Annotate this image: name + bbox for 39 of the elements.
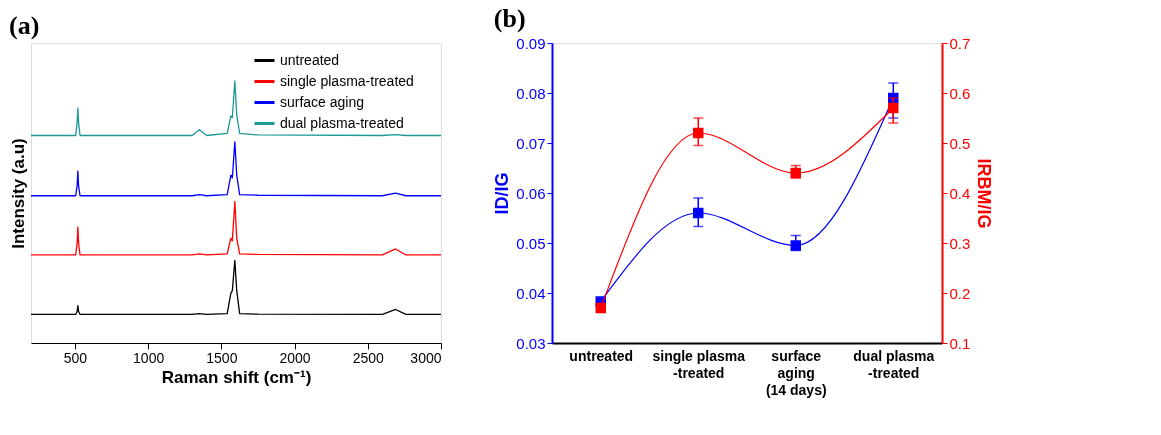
x-tick-label: 1000 (133, 349, 165, 366)
point (595, 302, 606, 314)
x-tick-label: surface aging (14 days) (765, 347, 827, 398)
x-tick-label: 2000 (279, 349, 311, 366)
point (693, 127, 704, 139)
y2-tick-label: 0.2 (949, 284, 971, 302)
point (790, 240, 801, 251)
y-tick-label: 0.07 (516, 134, 546, 152)
y-tick-label: 0.03 (516, 334, 546, 352)
y-tick-label: 0.06 (516, 184, 546, 202)
x-tick-label: 500 (63, 349, 88, 366)
y-tick-label: 0.05 (516, 234, 546, 252)
chart-title: (a) (9, 11, 40, 40)
y2-tick-label: 0.6 (949, 84, 971, 102)
legend-label: untreated (280, 51, 340, 68)
x-tick-label: 2500 (352, 349, 385, 366)
y2-tick-label: 0.7 (949, 34, 971, 52)
x-tick-label: 1500 (206, 349, 238, 366)
y2-axis-title: IRBM/IG (974, 158, 995, 229)
legend-label: surface aging (280, 93, 365, 110)
x-tick-label: 3000 (410, 349, 442, 366)
legend-label: dual plasma-treated (280, 114, 404, 131)
point (693, 207, 704, 219)
legend-label: single plasma-treated (280, 72, 414, 89)
y-tick-label: 0.09 (516, 34, 546, 52)
y2-tick-label: 0.1 (949, 334, 971, 352)
y2-tick-label: 0.5 (949, 134, 971, 152)
chart-title: (b) (493, 4, 526, 33)
y-tick-label: 0.04 (516, 284, 546, 302)
y-axis-title: ID/IG (492, 172, 513, 215)
x-tick-label: untreated (569, 347, 634, 364)
y-tick-label: 0.08 (516, 84, 546, 102)
point (888, 102, 899, 114)
y2-tick-label: 0.4 (949, 184, 971, 202)
x-tick-label: single plasma -treated (652, 347, 746, 381)
y2-tick-label: 0.3 (949, 234, 971, 252)
x-tick-label: dual plasma -treated (853, 347, 935, 381)
y-axis-title: Intensity (a.u) (8, 138, 28, 249)
x-axis-title: Raman shift (cm⁻¹) (161, 367, 312, 387)
